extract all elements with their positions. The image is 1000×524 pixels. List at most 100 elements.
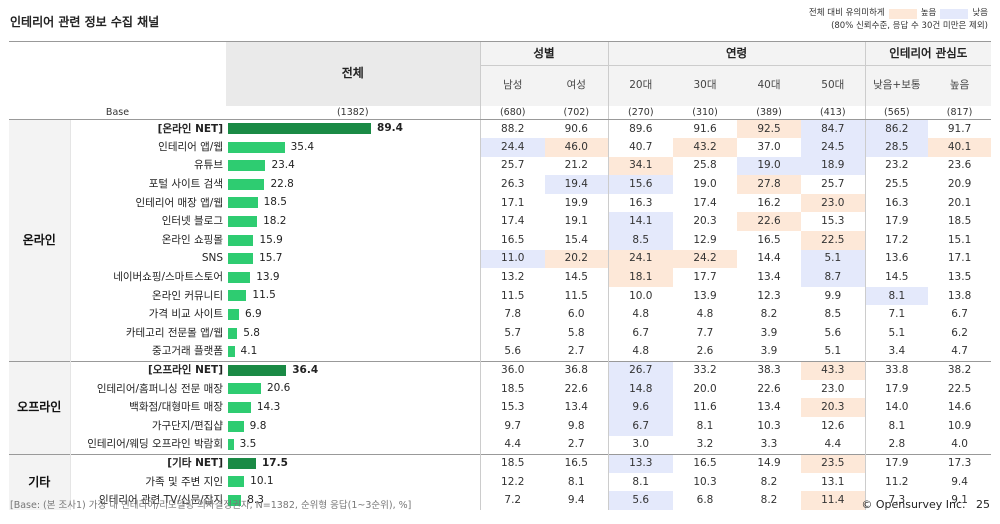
data-cell: 8.2 xyxy=(760,475,778,488)
total-bar-cell: 23.4 xyxy=(226,156,481,176)
total-bar xyxy=(228,216,258,228)
table-row: 유튜브 23.4 25.7 21.2 34.1 25.8 19.0 18.9 23.2 23.6 xyxy=(9,156,991,176)
legend-high-swatch xyxy=(888,8,917,19)
data-cell: 26.3 xyxy=(479,175,545,194)
table-row: 오프라인 [오프라인 NET] 36.4 36.0 36.8 26.7 33.2 38.3 43… xyxy=(9,360,992,455)
total-value: 17.5 xyxy=(262,456,288,469)
table-row: 인테리어 앱/웹 35.4 24.4 46.0 40.7 43.2 37.0 24.5 28.5… xyxy=(9,138,992,157)
data-cell: 16.5 xyxy=(479,231,545,250)
data-cell: 18.5 xyxy=(947,215,972,228)
data-cell: 17.1 xyxy=(479,193,545,213)
data-cell: 24.5 xyxy=(801,138,866,157)
data-cell: 8.5 xyxy=(824,308,842,321)
total-bar xyxy=(228,438,234,450)
total-value: 89.4 xyxy=(377,122,403,135)
data-cell: 14.8 xyxy=(607,379,674,399)
total-bar xyxy=(228,197,258,209)
total-bar xyxy=(228,160,266,172)
data-cell: 38.3 xyxy=(737,360,802,380)
data-cell: 23.2 xyxy=(864,156,929,176)
data-cell: 2.7 xyxy=(567,345,585,358)
data-cell: 2.8 xyxy=(864,435,929,455)
row-label: [온라인 NET] xyxy=(69,119,226,139)
data-cell: 23.6 xyxy=(947,159,972,172)
total-value: 8.3 xyxy=(247,493,264,506)
base-cell: (310) xyxy=(673,105,738,120)
data-cell: 28.5 xyxy=(864,138,929,157)
total-value: 18.5 xyxy=(263,196,287,209)
data-cell: 6.7 xyxy=(951,308,968,321)
total-bar-cell: 89.4 xyxy=(226,119,481,139)
data-cell: 24.4 xyxy=(479,138,545,157)
data-cell: 24.1 xyxy=(607,249,674,269)
total-value: 15.7 xyxy=(259,252,283,265)
data-cell: 5.6 xyxy=(824,326,842,339)
data-cell: 91.6 xyxy=(693,122,717,135)
table-row: 온라인 쇼핑몰 15.9 16.5 15.4 8.5 12.9 16.5 22.5 17.2 15… xyxy=(9,231,991,250)
row-label: 유튜브 xyxy=(69,156,226,176)
data-cell: 22.5 xyxy=(801,231,866,250)
data-cell: 89.6 xyxy=(607,119,674,139)
total-bar xyxy=(228,365,287,377)
data-cell: 17.9 xyxy=(864,453,929,473)
total-bar xyxy=(228,308,240,320)
data-cell: 19.0 xyxy=(737,156,802,176)
table-row: 인테리어 관련 TV/신문/잡지 8.3 7.2 9.4 5.6 6.8 8.2 11.4 7.… xyxy=(9,491,991,510)
data-cell: 5.1 xyxy=(824,345,842,358)
base-cell: (389) xyxy=(737,105,802,120)
data-cell: 20.1 xyxy=(947,196,972,209)
legend-low-swatch xyxy=(940,8,969,19)
data-cell: 8.1 xyxy=(567,475,585,488)
table-row: 온라인 [온라인 NET] 89.4 88.2 90.6 89.6 91.6 92.5 84.7… xyxy=(9,119,991,362)
data-cell: 25.5 xyxy=(864,175,929,194)
header-50s: 50대 xyxy=(801,65,866,106)
base-cell: (817) xyxy=(928,105,992,120)
legend-low: 낮음 xyxy=(972,8,988,18)
total-bar-cell: 36.4 xyxy=(226,360,481,380)
row-label: 인테리어 앱/웹 xyxy=(69,138,226,157)
data-cell: 13.1 xyxy=(821,475,845,488)
total-bar xyxy=(228,123,372,135)
header-group-age: 연령 xyxy=(607,41,866,66)
data-cell: 23.0 xyxy=(821,382,845,395)
data-table: 전체 성별 연령 인테리어 관심도 남성 여성 20대 30대 40대 50대 … xyxy=(9,41,992,510)
total-value: 22.8 xyxy=(270,177,294,190)
base-cell: (270) xyxy=(607,105,674,120)
table-row: 중고거래 플랫폼 4.1 5.6 2.7 4.8 2.6 3.9 5.1 3.4 4.7 xyxy=(9,342,991,362)
total-bar xyxy=(228,457,256,469)
row-label: 중고거래 플랫폼 xyxy=(69,342,226,362)
row-label: 가족 및 주변 지인 xyxy=(69,472,226,492)
data-cell: 11.2 xyxy=(864,472,929,492)
data-cell: 17.9 xyxy=(864,379,929,399)
data-cell: 14.4 xyxy=(757,252,781,265)
data-cell: 18.1 xyxy=(607,268,674,287)
total-bar-cell: 18.5 xyxy=(226,193,481,213)
total-value: 10.1 xyxy=(250,475,274,488)
data-cell: 19.1 xyxy=(564,215,588,228)
data-cell: 46.0 xyxy=(545,138,609,157)
data-cell: 40.1 xyxy=(928,138,992,157)
total-bar-cell: 6.9 xyxy=(226,305,481,325)
data-cell: 13.4 xyxy=(757,401,781,414)
data-cell: 7.1 xyxy=(864,305,929,325)
header-interest-high: 높음 xyxy=(928,65,992,106)
header-40s: 40대 xyxy=(737,65,802,106)
data-cell: 16.3 xyxy=(864,193,929,213)
data-cell: 86.2 xyxy=(864,119,929,139)
data-cell: 8.5 xyxy=(607,231,674,250)
data-cell: 20.3 xyxy=(693,215,717,228)
header-male: 남성 xyxy=(479,65,545,106)
data-cell: 25.7 xyxy=(821,178,845,191)
data-cell: 14.1 xyxy=(607,212,674,232)
data-cell: 14.0 xyxy=(864,398,929,417)
data-cell: 4.8 xyxy=(696,308,714,321)
data-cell: 5.6 xyxy=(607,491,674,510)
page-number: 25 xyxy=(976,498,990,511)
data-cell: 27.8 xyxy=(737,175,802,194)
data-cell: 5.8 xyxy=(567,326,585,339)
total-bar-cell: 4.1 xyxy=(226,342,481,362)
data-cell: 17.2 xyxy=(864,231,929,250)
row-label: 백화점/대형마트 매장 xyxy=(69,398,226,417)
total-value: 3.5 xyxy=(239,437,257,450)
data-cell: 9.6 xyxy=(607,398,674,417)
